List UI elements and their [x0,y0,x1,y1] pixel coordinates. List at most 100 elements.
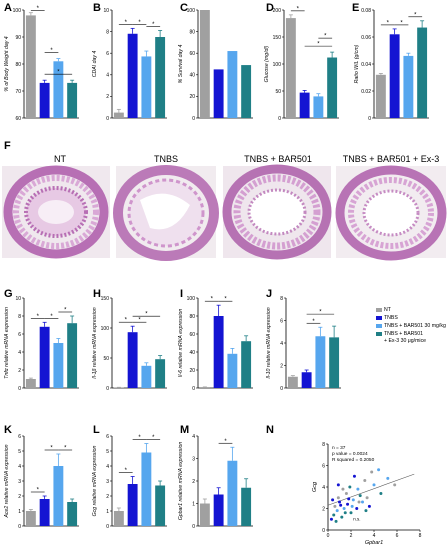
chart-h-bar-1 [127,332,138,388]
chart-a-y-tick-label: 60 [15,116,21,122]
chart-g-bar-2 [53,343,64,388]
chart-c-bar-1 [213,69,224,118]
chart-l-significance-star: * [138,435,141,441]
chart-g: 0 2 4 6 8 10 Tnfα relative mRNA expression * * * [4,296,79,392]
chart-j-bar-0 [287,376,298,388]
chart-j-bar-3 [329,337,340,388]
histology-tissue-bar501 [222,164,332,260]
chart-h-significance-star: * [138,318,141,324]
chart-j-bar-2 [315,336,326,388]
scatter-stat-2: R squared = 0.2050 [332,457,375,463]
chart-l-y-tick-label: 5 [106,449,109,455]
scatter-y-tick-label: 6 [322,463,325,469]
chart-m-y-tick-label: 0 [192,524,195,530]
chart-h-y-tick-label: 0 [106,386,109,392]
chart-g-significance-star: * [37,314,40,320]
chart-m-significance-star: * [224,439,227,445]
scatter-y-tick-label: 0 [322,528,325,534]
chart-d-y-tick-label: 0 [278,116,281,122]
histology-label-nt: NT [54,154,66,164]
chart-c-y-label: % Survival day 4 [178,45,184,84]
chart-d-significance-star: * [317,42,320,48]
chart-a-bar-0 [25,15,36,118]
scatter-point [329,517,333,521]
panel-letter-c: C [180,2,188,14]
scatter-point [356,487,360,491]
chart-d-significance-star: * [297,6,300,12]
legend-item-tnbs: TNBS [376,315,448,321]
chart-i-y-label: Il-6 relative mRNA expression [178,309,184,378]
chart-i-significance-star: * [211,297,214,303]
scatter-point [386,476,390,480]
scatter-point [339,503,343,507]
chart-e-bar-1 [389,34,400,118]
scatter-x-tick-label: 8 [419,533,422,539]
chart-g-y-tick-label: 6 [18,332,21,338]
scatter-point [363,479,367,483]
scatter-x-tick-label: 6 [396,533,399,539]
scatter-point [357,500,361,504]
scatter-point [336,483,340,487]
legend: NT TNBS TNBS + BAR501 30 mg/kg TNBS + BA… [376,307,448,344]
chart-m-bar-0 [199,503,210,526]
scatter-y-tick-label: 8 [322,442,325,448]
chart-m: 0 1 2 3 4 Gpbar1 relative mRNA expression * [178,434,253,530]
chart-a-y-tick-label: 80 [15,62,21,68]
chart-a-y-tick-label: 70 [15,89,21,95]
chart-g-y-label: Tnfα relative mRNA expression [4,307,10,379]
scatter-point [343,511,347,515]
scatter-y-tick-label: 4 [322,485,325,491]
scatter-point [372,483,376,487]
chart-k-bar-2 [53,466,64,526]
chart-e: 0 0.02 0.04 0.06 0.08 Ratio W/L (g/cm) * * * [354,8,429,122]
chart-k-y-tick-label: 0 [18,524,21,530]
chart-l-y-label: Gcg relative mRNA expression [92,446,98,517]
chart-j-y-label: Il-10 relative mRNA expression [266,307,272,378]
chart-m-bar-1 [213,494,224,526]
scatter-point [350,504,354,508]
chart-k-y-label: Ace2 relative mRNA expression [4,444,10,518]
chart-l-bar-2 [141,452,152,526]
chart-j-y-tick-label: 0 [280,386,283,392]
chart-h-bar-3 [155,359,166,388]
chart-e-y-tick-label: 0.02 [361,89,371,95]
scatter-point [342,507,346,510]
histology-tissue-nt [3,165,109,259]
chart-b: 0 2 4 6 8 10 CDAI day 4 * * * [92,8,167,122]
chart-g-y-tick-label: 2 [18,368,21,374]
chart-b-bar-2 [141,56,152,118]
histology-tissue-bar501-ex3 [335,165,447,261]
chart-j-y-tick-label: 2 [280,363,283,369]
chart-h-y-tick-label: 100 [101,326,110,332]
scatter-point [377,468,381,472]
chart-g-y-tick-label: 10 [15,296,21,302]
legend-swatch-nt [376,308,382,312]
chart-i-y-tick-label: 100 [187,296,196,302]
legend-swatch-tnbs [376,316,382,320]
chart-k: 0 1 2 3 4 5 6 Ace2 relative mRNA expression * * * [4,434,79,530]
chart-k-bar-3 [67,502,78,526]
legend-label-tnbs-bar501: TNBS + BAR501 30 mg/kg [384,323,446,329]
histology-images [2,164,447,261]
chart-e-y-tick-label: 0 [368,116,371,122]
chart-k-y-tick-label: 2 [18,494,21,500]
chart-b-y-tick-label: 8 [106,29,109,35]
chart-i-y-tick-label: 40 [189,350,195,356]
scatter-point [341,487,345,491]
chart-j-significance-star: * [319,310,322,316]
chart-i-bar-2 [227,353,238,388]
scatter-point [332,513,336,517]
chart-c: 0 20 40 60 80 100 % Survival day 4 [178,8,253,122]
legend-swatch-tnbs-bar501-ex3 [376,332,382,336]
scatter-point [348,485,352,489]
chart-d-y-tick-label: 150 [273,35,282,41]
chart-h-significance-star: * [125,318,128,324]
histology-tissue-tnbs [113,165,219,261]
chart-j-significance-star: * [312,319,315,325]
legend-item-tnbs-bar501: TNBS + BAR501 30 mg/kg [376,323,448,329]
panel-letter-h: H [93,288,101,300]
chart-l-y-tick-label: 0 [106,524,109,530]
scatter-point [365,496,369,500]
panel-letter-d: D [266,2,274,14]
chart-d-y-tick-label: 200 [273,8,282,14]
